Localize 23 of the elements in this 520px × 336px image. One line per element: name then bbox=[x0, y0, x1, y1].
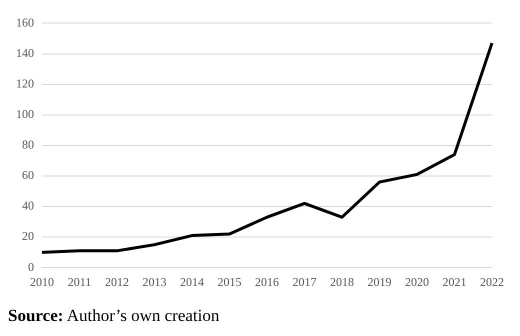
y-tick-label: 60 bbox=[22, 168, 34, 182]
source-note: Source: Author’s own creation bbox=[8, 306, 220, 326]
x-tick-label: 2021 bbox=[442, 274, 466, 289]
x-tick-label: 2013 bbox=[142, 274, 166, 289]
x-tick-label: 2015 bbox=[218, 274, 242, 289]
y-tick-label: 20 bbox=[22, 229, 34, 244]
y-tick-label: 0 bbox=[28, 260, 34, 274]
y-tick-label: 100 bbox=[16, 107, 34, 122]
x-tick-label: 2016 bbox=[255, 274, 279, 289]
y-tick-label: 40 bbox=[22, 198, 34, 213]
x-tick-label: 2018 bbox=[330, 274, 354, 289]
y-tick-label: 140 bbox=[16, 46, 34, 60]
x-tick-label: 2011 bbox=[68, 274, 92, 289]
x-tick-label: 2012 bbox=[105, 274, 129, 289]
x-tick-label: 2010 bbox=[30, 274, 54, 289]
x-tick-label: 2019 bbox=[368, 274, 392, 289]
x-tick-label: 2022 bbox=[480, 274, 504, 289]
x-tick-label: 2017 bbox=[292, 274, 316, 289]
y-tick-label: 80 bbox=[22, 138, 34, 152]
x-tick-label: 2014 bbox=[180, 274, 204, 289]
y-tick-label: 160 bbox=[16, 15, 34, 30]
x-tick-label: 2020 bbox=[405, 274, 429, 289]
y-tick-label: 120 bbox=[16, 76, 34, 90]
